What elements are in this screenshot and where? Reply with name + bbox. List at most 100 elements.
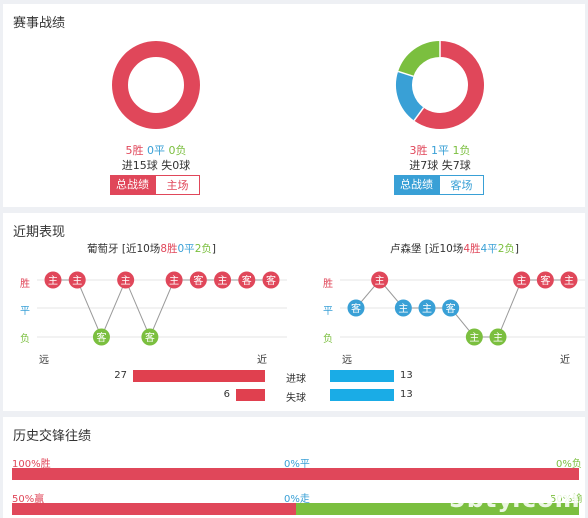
section-title: 赛事战绩 xyxy=(13,16,66,31)
left-goals-line: 进15球 失0球 xyxy=(121,159,191,172)
left-row-label-loss: 负 xyxy=(20,334,30,345)
left-row-label-draw: 平 xyxy=(20,306,30,317)
right-donut-slice xyxy=(398,41,441,77)
left-team-name: 葡萄牙 xyxy=(87,243,119,255)
right-form-point-label: 客 xyxy=(446,302,456,315)
section-title: 近期表现 xyxy=(13,225,66,240)
right-axis-far: 远 xyxy=(342,355,352,366)
goals-for-left-value: 27 xyxy=(114,370,127,381)
left-form-chart: 主主客主客主客主客客 xyxy=(37,271,287,346)
right-form-point xyxy=(371,271,389,289)
h2h-handicap-loss-pct: 50%输 xyxy=(550,494,583,505)
left-loss-count: 0负 xyxy=(168,144,187,157)
left-form-point xyxy=(44,271,62,289)
right-axis-near: 近 xyxy=(560,355,570,366)
left-form-point xyxy=(189,271,207,289)
right-total-record-button[interactable]: 总战绩 xyxy=(394,175,439,195)
right-form-point-label: 主 xyxy=(398,303,408,315)
left-form-point xyxy=(68,271,86,289)
left-form-point xyxy=(117,271,135,289)
left-form-point-label: 客 xyxy=(193,274,203,287)
right-form-point-label: 主 xyxy=(493,332,503,344)
left-home-button[interactable]: 主场 xyxy=(155,175,200,195)
right-win-count: 3胜 xyxy=(409,144,428,157)
left-form-line xyxy=(53,278,271,339)
right-form-point xyxy=(418,299,436,317)
left-form-point-label: 主 xyxy=(48,275,58,287)
left-record-line: 5胜 0平 0负 xyxy=(103,142,209,158)
goals-against-left-bar xyxy=(236,389,265,401)
left-axis-far: 远 xyxy=(39,355,49,366)
right-form-point xyxy=(347,299,365,317)
right-donut-chart xyxy=(396,41,484,129)
left-form-point-label: 客 xyxy=(96,331,106,344)
left-form-point-label: 主 xyxy=(121,275,131,287)
left-form-point-label: 客 xyxy=(266,274,276,287)
h2h-win-pct: 100%胜 xyxy=(12,459,51,470)
left-form-point-label: 主 xyxy=(169,275,179,287)
right-goals-line: 进7球 失7球 xyxy=(409,159,471,172)
right-donut-separator xyxy=(413,107,425,122)
left-form-point xyxy=(92,328,110,346)
left-form-point-label: 客 xyxy=(145,331,155,344)
right-away-button[interactable]: 客场 xyxy=(439,175,484,195)
left-donut-slice xyxy=(112,41,200,129)
h2h-win-segment xyxy=(12,468,579,480)
watermark: 5bty.com xyxy=(449,485,581,513)
h2h-handicap-win-pct: 50%赢 xyxy=(12,494,45,505)
right-form-point xyxy=(560,271,578,289)
conceded-stat-label: 失球 xyxy=(286,393,306,404)
section-season-record: 赛事战绩 5胜 0平 0负 进15球 失0球 总战绩 主场 3胜 1平 1负 进… xyxy=(3,4,585,207)
left-form-point-label: 主 xyxy=(72,275,82,287)
right-donut-separator xyxy=(397,70,414,78)
h2h-loss-pct: 0%负 xyxy=(556,459,582,470)
goals-for-right-bar xyxy=(330,370,394,382)
h2h-handicap-bar xyxy=(12,503,579,515)
goals-against-right-value: 13 xyxy=(400,389,413,400)
right-form-point-label: 主 xyxy=(469,332,479,344)
right-draw-count: 1平 xyxy=(431,144,449,157)
right-donut-slice xyxy=(414,41,484,129)
goals-stat-label: 进球 xyxy=(286,374,306,385)
right-form-chart: 客主主主客主 主主客主 xyxy=(340,271,585,346)
h2h-handicap-win-segment xyxy=(12,503,296,515)
right-form-line xyxy=(355,279,569,338)
right-form-point xyxy=(394,299,412,317)
right-form-point-label: 主 xyxy=(422,303,432,315)
left-donut-chart xyxy=(112,41,200,129)
right-donut-slice xyxy=(396,71,424,121)
right-row-label-loss: 负 xyxy=(323,334,333,345)
right-form-point xyxy=(513,271,531,289)
right-form-point xyxy=(465,328,483,346)
right-form-point-label: 主 xyxy=(517,275,527,287)
left-total-record-button[interactable]: 总战绩 xyxy=(110,175,155,195)
goals-for-right-value: 13 xyxy=(400,370,413,381)
section-recent-form: 近期表现 葡萄牙 [近10场8胜0平2负] 卢森堡 [近10场4胜4平2负] 胜… xyxy=(3,213,585,411)
left-form-point xyxy=(141,328,159,346)
right-form-point-label: 客 xyxy=(351,302,361,315)
right-form-point xyxy=(442,299,460,317)
right-form-point-label: 主 xyxy=(375,275,385,287)
h2h-draw-pct: 0%平 xyxy=(284,459,310,470)
goals-for-left-bar xyxy=(133,370,265,382)
left-form-point xyxy=(165,271,183,289)
right-form-point-label: 主 xyxy=(564,275,574,287)
left-form-point xyxy=(262,271,280,289)
left-form-point-label: 主 xyxy=(218,275,228,287)
section-title: 历史交锋往绩 xyxy=(13,429,92,444)
right-form-point xyxy=(536,271,554,289)
left-team-summary: 葡萄牙 [近10场8胜0平2负] xyxy=(87,243,216,255)
section-head-to-head: 历史交锋往绩 100%胜 0%平 0%负 50%赢 0%走 50%输 5bty.… xyxy=(3,417,585,518)
left-form-point-label: 客 xyxy=(242,274,252,287)
right-form-point-label: 客 xyxy=(540,274,550,287)
left-draw-count: 0平 xyxy=(147,144,165,157)
left-win-count: 5胜 xyxy=(125,144,144,157)
right-form-point xyxy=(489,328,507,346)
left-form-point xyxy=(238,271,256,289)
left-row-label-win: 胜 xyxy=(20,279,30,290)
right-row-label-draw: 平 xyxy=(323,306,333,317)
left-axis-near: 近 xyxy=(257,355,267,366)
goals-against-right-bar xyxy=(330,389,394,401)
right-record-line: 3胜 1平 1负 xyxy=(387,142,493,158)
h2h-handicap-push-pct: 0%走 xyxy=(284,494,310,505)
